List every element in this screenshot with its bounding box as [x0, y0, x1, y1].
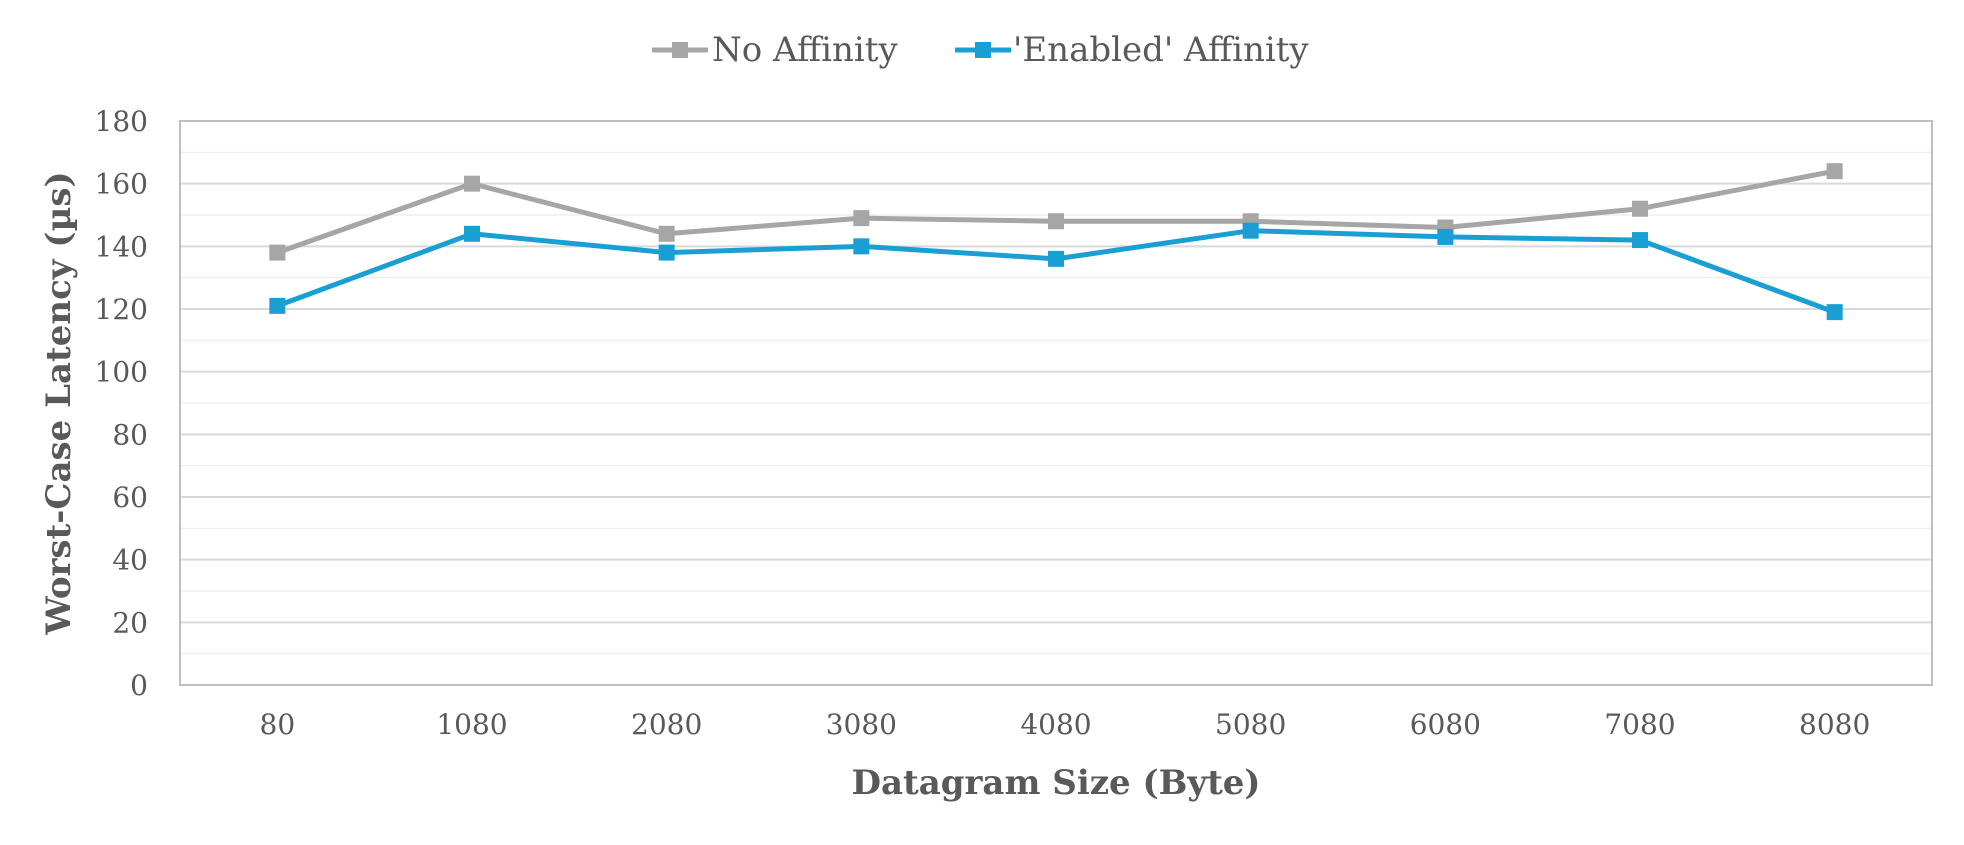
data-point	[658, 244, 675, 261]
x-tick-label: 4080	[1020, 708, 1091, 741]
data-point	[1826, 163, 1843, 180]
data-point	[658, 225, 675, 242]
x-tick-label: 5080	[1215, 708, 1286, 741]
data-point	[269, 297, 286, 314]
legend-label: No Affinity	[712, 30, 898, 70]
y-tick-label: 80	[112, 418, 148, 451]
legend-swatch-marker	[975, 42, 991, 58]
data-point	[853, 210, 870, 227]
plot-area	[179, 120, 1933, 686]
y-tick-label: 140	[95, 230, 148, 263]
series-layer	[269, 163, 1843, 321]
y-tick-label: 20	[112, 606, 148, 639]
data-point	[464, 225, 480, 242]
data-point	[1632, 232, 1648, 249]
y-tick-label: 100	[95, 356, 148, 389]
legend-item: No Affinity	[652, 30, 898, 70]
y-tick-label: 60	[112, 481, 148, 514]
data-point	[853, 238, 870, 255]
legend-label: 'Enabled' Affinity	[1013, 30, 1309, 70]
y-tick-label: 40	[112, 544, 148, 577]
y-tick-label: 120	[95, 293, 148, 326]
series-line	[276, 228, 1836, 315]
data-point	[1437, 228, 1454, 245]
legend-item: 'Enabled' Affinity	[955, 30, 1309, 70]
x-tick-label: 3080	[826, 708, 897, 741]
data-point	[464, 175, 480, 192]
y-tick-label: 0	[130, 669, 148, 702]
x-axis-title: Datagram Size (Byte)	[851, 763, 1260, 803]
x-tick-label: 7080	[1604, 708, 1675, 741]
x-tick-label: 80	[260, 708, 296, 741]
data-point	[1048, 213, 1064, 230]
data-point	[269, 244, 286, 261]
data-point	[1826, 304, 1843, 321]
y-axis-title: Worst-Case Latency (µs)	[39, 171, 79, 635]
x-tick-label: 2080	[631, 708, 702, 741]
legend: No Affinity 'Enabled' Affinity	[652, 30, 1309, 70]
x-tick-label: 1080	[436, 708, 507, 741]
data-point	[1048, 250, 1064, 267]
legend-swatch-marker	[672, 42, 688, 58]
series-2	[269, 222, 1843, 321]
data-point	[1242, 222, 1259, 239]
x-tick-label: 8080	[1799, 708, 1870, 741]
y-tick-label: 160	[95, 168, 148, 201]
x-tick-label: 6080	[1410, 708, 1481, 741]
y-axis-ticks: 0 20 40 60 80 100 120 140 160 180	[95, 105, 148, 702]
x-axis-ticks: 80 1080 2080 3080 4080 5080 6080 7080 8080	[260, 708, 1871, 741]
y-tick-label: 180	[95, 105, 148, 138]
data-point	[1632, 200, 1648, 217]
